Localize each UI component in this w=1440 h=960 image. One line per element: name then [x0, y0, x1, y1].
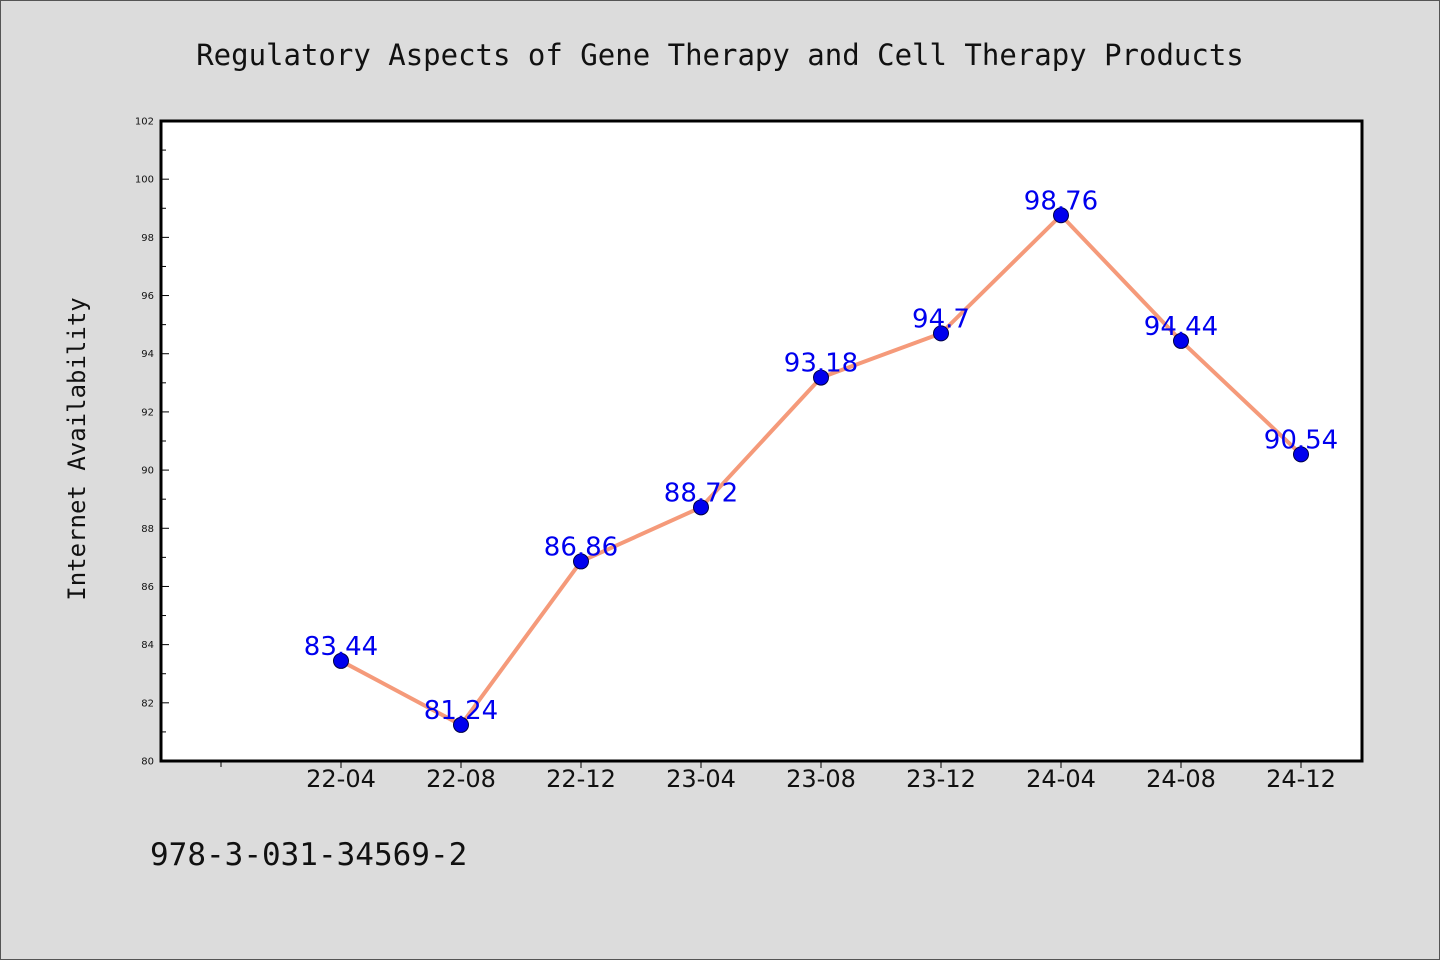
y-tick-label: 96	[141, 291, 154, 302]
y-tick-label: 98	[141, 233, 154, 244]
y-axis-label: Internet Availability	[63, 297, 91, 600]
y-axis-ticks: 80 82 84 86 88 90 92 94 96 98 100 102	[135, 117, 169, 768]
data-point	[453, 716, 469, 733]
x-tick-label: 24-04	[1026, 765, 1096, 793]
data-point	[1293, 446, 1309, 463]
data-labels: 83.44 81.24 86.86 88.72 93.18 94.7 98.76 94.44 9…	[304, 186, 1338, 726]
y-tick-label: 90	[141, 466, 154, 477]
y-tick-label: 80	[141, 757, 154, 768]
data-label: 86.86	[544, 532, 618, 562]
data-point	[813, 369, 829, 386]
data-point	[693, 499, 709, 516]
x-tick-label: 24-08	[1146, 765, 1216, 793]
x-tick-label: 23-12	[906, 765, 976, 793]
data-label: 81.24	[424, 696, 498, 726]
data-label: 94.44	[1144, 312, 1218, 342]
x-tick-label: 22-08	[426, 765, 496, 793]
data-point	[333, 652, 349, 669]
x-tick-label: 22-12	[546, 765, 616, 793]
x-axis-ticks: 22-04 22-08 22-12 23-04 23-08 23-12 24-04 24-08…	[220, 761, 1336, 793]
data-point	[933, 325, 949, 342]
data-point	[573, 553, 589, 570]
data-label: 98.76	[1024, 186, 1098, 216]
data-label: 94.7	[912, 304, 970, 334]
data-markers	[333, 207, 1309, 733]
y-tick-label: 86	[141, 582, 154, 593]
y-tick-label: 88	[141, 524, 154, 535]
data-point	[1053, 207, 1069, 224]
x-tick-label: 22-04	[306, 765, 376, 793]
y-tick-label: 102	[135, 117, 154, 128]
x-tick-label: 24-12	[1266, 765, 1336, 793]
y-tick-label: 100	[135, 175, 154, 186]
data-label: 83.44	[304, 632, 378, 662]
data-label: 88.72	[664, 478, 738, 508]
data-point	[1173, 332, 1189, 349]
x-tick-label: 23-08	[786, 765, 856, 793]
chart-title: Regulatory Aspects of Gene Therapy and C…	[196, 38, 1244, 72]
x-tick-label: 23-04	[666, 765, 736, 793]
y-tick-label: 84	[141, 640, 154, 651]
footer-code: 978-3-031-34569-2	[150, 837, 467, 873]
data-label: 90.54	[1264, 425, 1338, 455]
data-label: 93.18	[784, 349, 858, 379]
y-tick-label: 94	[141, 349, 154, 360]
y-tick-label: 92	[141, 407, 154, 418]
y-tick-label: 82	[141, 698, 154, 709]
